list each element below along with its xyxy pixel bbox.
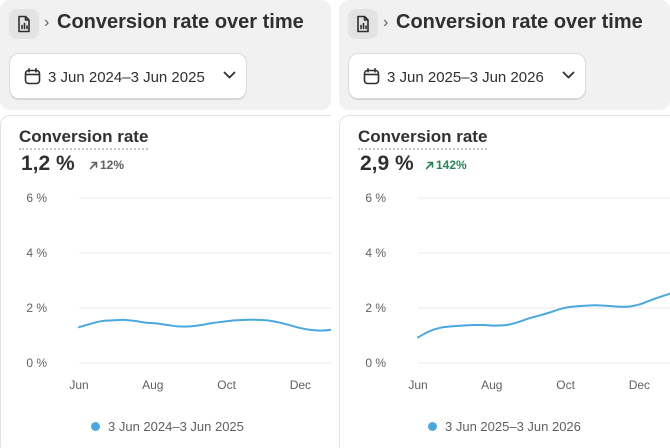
line-chart[interactable]: 6 % 4 % 2 % 0 % Jun Aug Oct Dec [1,116,331,416]
series-line[interactable] [78,318,331,332]
chevron-down-icon [562,71,575,79]
x-tick-label: Aug [142,378,163,392]
page-title: Conversion rate over time [396,11,643,33]
page-title: Conversion rate over time [57,11,304,33]
report-header: › Conversion rate over time 3 Jun 2025–3… [339,0,670,110]
x-tick-label: Dec [290,378,311,392]
x-tick-label: Jun [408,378,427,392]
x-tick-label: Jun [69,378,88,392]
series-line[interactable] [417,286,670,339]
legend-dot [91,422,100,431]
y-tick-label: 6 % [365,191,386,205]
date-range-button[interactable]: 3 Jun 2024–3 Jun 2025 [9,53,247,99]
report-icon-glyph [357,15,369,33]
metric-value: 1,2 % [21,152,75,175]
metric-card: Conversion rate 2,9 % 142% 6 % 4 % 2 % 0 % J… [339,115,670,448]
date-range-label: 3 Jun 2025–3 Jun 2026 [387,69,544,86]
y-tick-label: 2 % [365,301,386,315]
trend-indicator: 12% [89,158,124,172]
x-tick-label: Dec [629,378,650,392]
breadcrumb-separator-icon: › [44,14,50,31]
trend-value: 142% [436,158,467,172]
date-range-label: 3 Jun 2024–3 Jun 2025 [48,69,205,86]
legend-label: 3 Jun 2025–3 Jun 2026 [445,419,581,434]
report-icon[interactable] [9,9,39,39]
trend-indicator: 142% [425,158,467,172]
chart-legend[interactable]: 3 Jun 2025–3 Jun 2026 [428,419,581,434]
line-chart[interactable]: 6 % 4 % 2 % 0 % Jun Aug Oct Dec [340,116,670,416]
report-header: › Conversion rate over time 3 Jun 2024–3… [0,0,331,110]
report-icon-glyph [18,15,30,33]
y-tick-label: 0 % [26,356,47,370]
x-tick-label: Oct [217,378,236,392]
trend-up-arrow-icon [425,161,434,169]
x-tick-label: Oct [556,378,575,392]
trend-value: 12% [100,158,125,172]
y-tick-label: 4 % [365,246,386,260]
y-tick-label: 0 % [365,356,386,370]
x-tick-label: Aug [481,378,502,392]
report-icon[interactable] [348,9,378,39]
y-tick-label: 6 % [26,191,47,205]
y-tick-label: 4 % [26,246,47,260]
calendar-icon [363,68,380,85]
legend-dot [428,422,437,431]
metric-title[interactable]: Conversion rate [19,127,149,150]
report-panel-right: › Conversion rate over time 3 Jun 2025–3… [339,0,670,448]
metric-card: Conversion rate 1,2 % 12% 6 % 4 % 2 % 0 % Ju… [0,115,331,448]
chevron-down-icon [223,71,236,79]
breadcrumb-separator-icon: › [383,14,389,31]
metric-title[interactable]: Conversion rate [358,127,488,150]
report-panel-left: › Conversion rate over time 3 Jun 2024–3… [0,0,331,448]
metric-value: 2,9 % [360,152,414,175]
date-range-button[interactable]: 3 Jun 2025–3 Jun 2026 [348,53,586,99]
legend-label: 3 Jun 2024–3 Jun 2025 [108,419,244,434]
trend-up-arrow-icon [89,161,98,169]
chart-legend[interactable]: 3 Jun 2024–3 Jun 2025 [91,419,244,434]
y-tick-label: 2 % [26,301,47,315]
calendar-icon [24,68,41,85]
